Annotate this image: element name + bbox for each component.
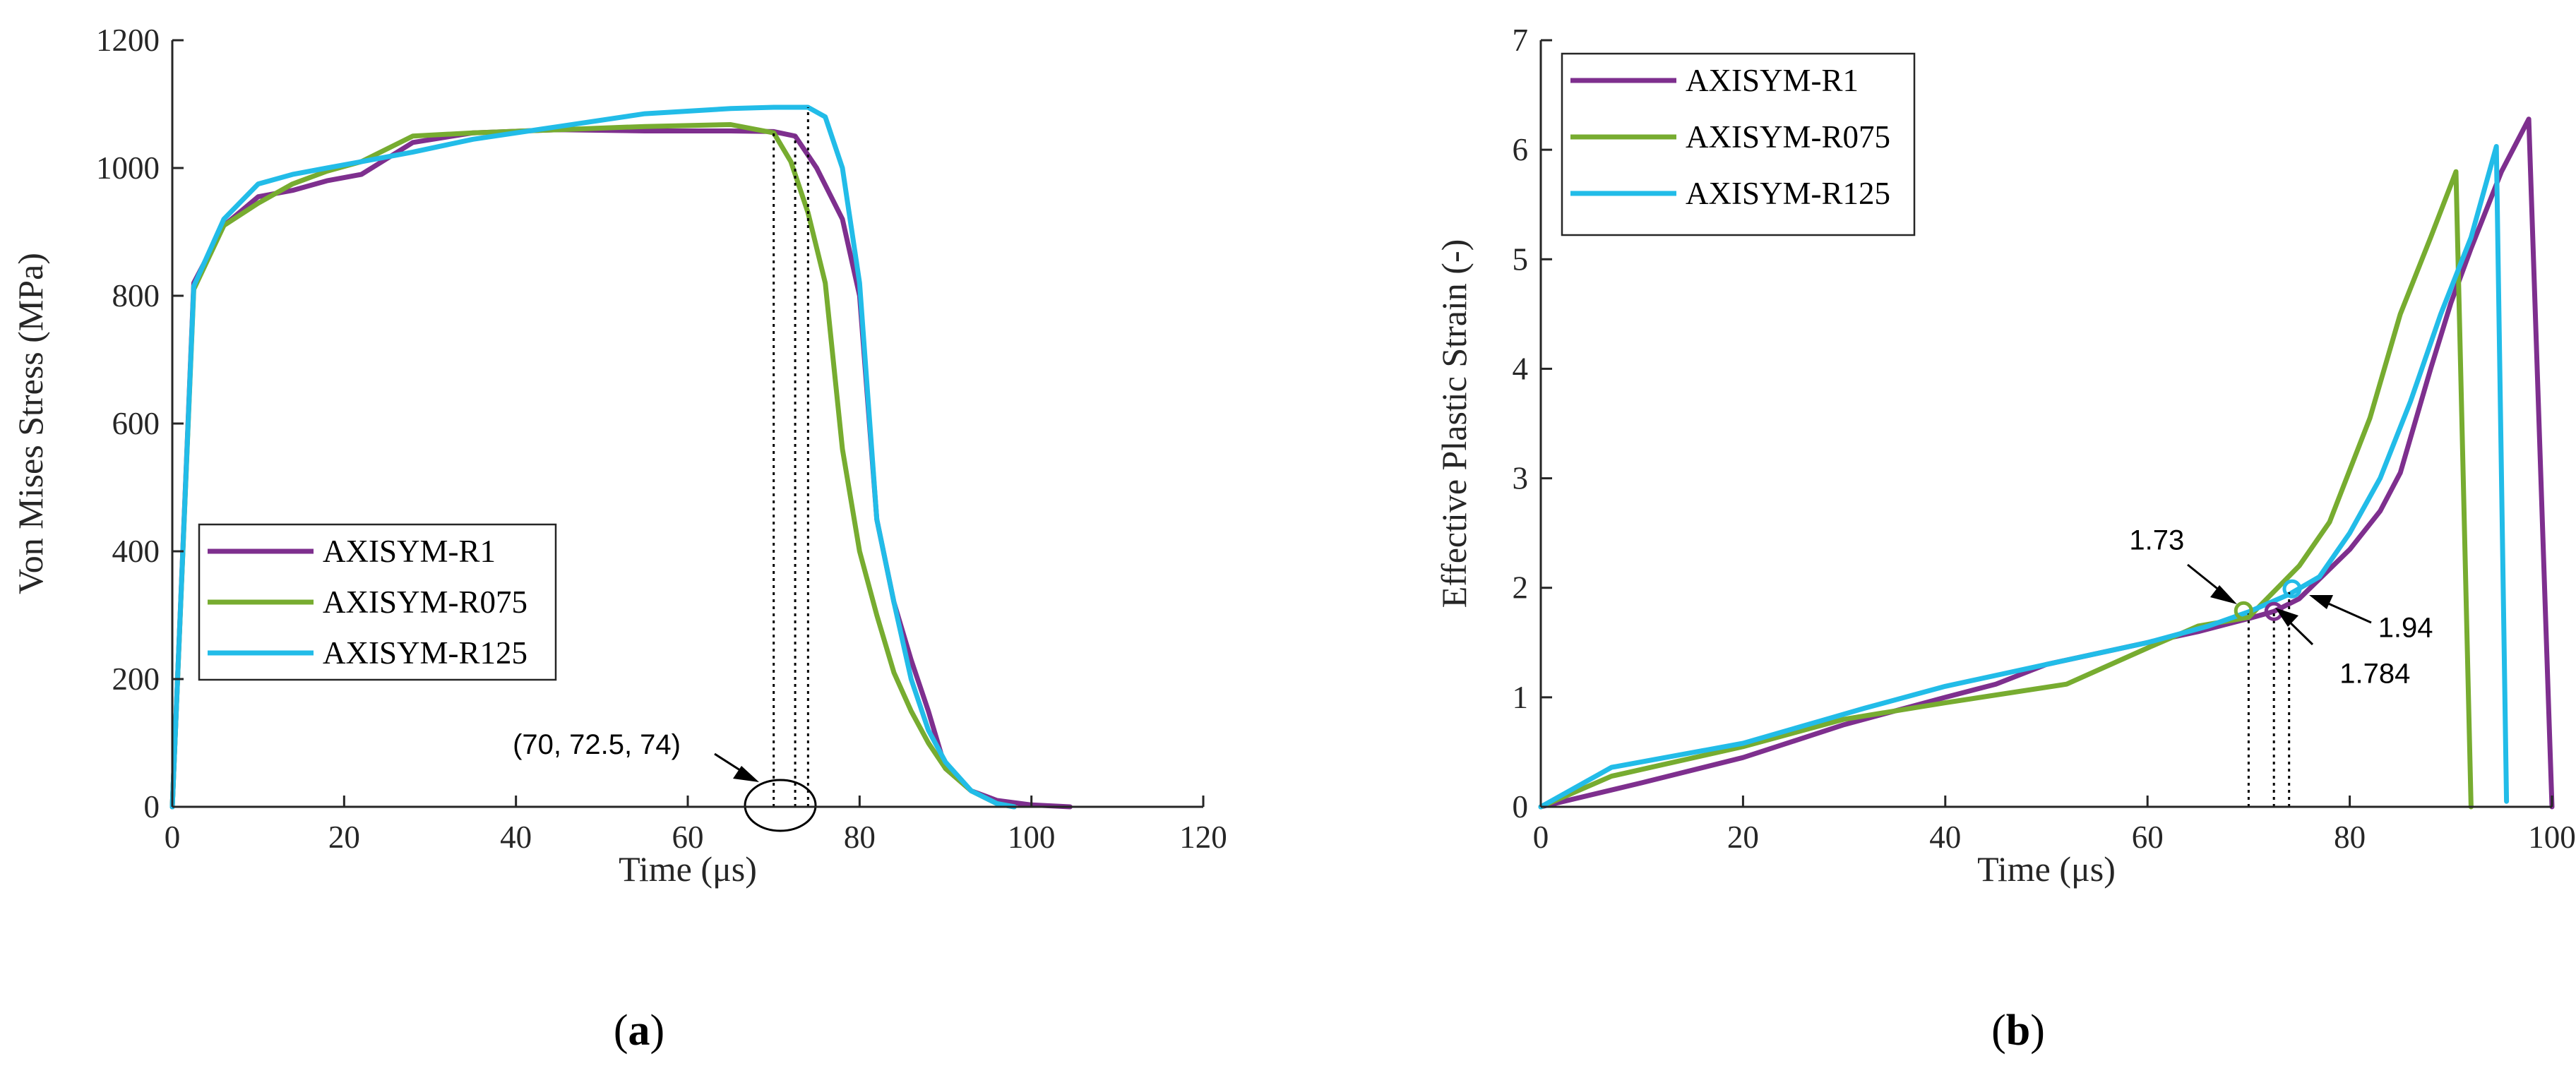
x-tick-label: 20: [1727, 820, 1759, 855]
series-line-axisym-r125: [1538, 144, 2510, 810]
y-tick-label: 400: [112, 534, 160, 569]
y-tick-label: 200: [112, 661, 160, 697]
x-tick-label: 120: [1179, 820, 1227, 855]
x-tick-label: 40: [500, 820, 532, 855]
chart-panel-a: 0 20 40 60 80 100 120 0 200 400 600 800 1000 1200 Ti…: [11, 23, 1227, 1055]
y-tick-label: 1: [1513, 680, 1529, 715]
arrow-1-94: [2309, 595, 2372, 624]
legend-label-axisym-r1: AXISYM-R1: [323, 534, 496, 569]
x-tick-label: 40: [1929, 820, 1961, 855]
arrow-1-73: [2187, 563, 2237, 604]
y-tick-label: 1000: [96, 150, 160, 186]
annotation-label: 1.94: [2378, 613, 2433, 644]
x-tick-label: 80: [2334, 820, 2366, 855]
annotation-label: 1.784: [2339, 659, 2410, 690]
point-marker-axisym-r125: [2282, 579, 2302, 599]
panel-label-a: (a): [614, 1007, 664, 1055]
annotation-arrow: [714, 752, 759, 782]
x-tick-label: 100: [1008, 820, 1056, 855]
y-tick-label: 0: [1513, 789, 1529, 824]
series-line-axisym-r075: [1538, 169, 2474, 810]
x-tick-label: 100: [2528, 820, 2576, 855]
series-line-axisym-r075: [169, 122, 1017, 810]
x-tick-label: 0: [1533, 820, 1549, 855]
y-axis-title: Von Mises Stress (MPa): [11, 253, 50, 594]
series-line-axisym-r125: [169, 104, 1017, 810]
x-tick-label: 60: [672, 820, 704, 855]
series-line-axisym-r1: [169, 127, 1073, 810]
legend-label-axisym-r1: AXISYM-R1: [1686, 63, 1859, 98]
y-tick-label: 2: [1513, 570, 1529, 606]
legend-label-axisym-r075: AXISYM-R075: [323, 584, 527, 620]
x-axis-title: Time (μs): [619, 849, 757, 889]
y-tick-label: 6: [1513, 132, 1529, 167]
y-tick-label: 800: [112, 278, 160, 313]
x-tick-label: 60: [2132, 820, 2164, 855]
legend-label-axisym-r125: AXISYM-R125: [323, 635, 527, 671]
annotation-label: (70, 72.5, 74): [513, 729, 681, 760]
y-tick-label: 5: [1513, 241, 1529, 277]
legend-label-axisym-r125: AXISYM-R125: [1686, 176, 1890, 211]
x-tick-label: 20: [328, 820, 360, 855]
annotation-label: 1.73: [2129, 524, 2184, 556]
y-axis-title: Effective Plastic Strain (-): [1434, 239, 1474, 608]
x-axis-title: Time (μs): [1977, 849, 2116, 889]
y-tick-label: 3: [1513, 461, 1529, 496]
arrow-1-784: [2275, 608, 2314, 646]
legend: AXISYM-R1 AXISYM-R075 AXISYM-R125: [198, 523, 557, 681]
legend-label-axisym-r075: AXISYM-R075: [1686, 119, 1890, 155]
y-tick-label: 7: [1513, 23, 1529, 58]
legend: AXISYM-R1 AXISYM-R075 AXISYM-R125: [1561, 52, 1916, 236]
y-tick-label: 0: [144, 789, 160, 824]
panel-label-b: (b): [1991, 1007, 2045, 1055]
highlight-ellipse: [744, 779, 817, 832]
y-tick-label: 4: [1513, 351, 1529, 386]
chart-panel-b: 0 20 40 60 80 100 0 1 2 3 4 5 6 7 Time (μs) Effectiv…: [1434, 23, 2576, 1055]
x-tick-label: 0: [165, 820, 181, 855]
y-tick-label: 600: [112, 406, 160, 441]
x-tick-label: 80: [844, 820, 876, 855]
point-marker-axisym-r075: [2234, 601, 2253, 620]
y-tick-label: 1200: [96, 23, 160, 58]
